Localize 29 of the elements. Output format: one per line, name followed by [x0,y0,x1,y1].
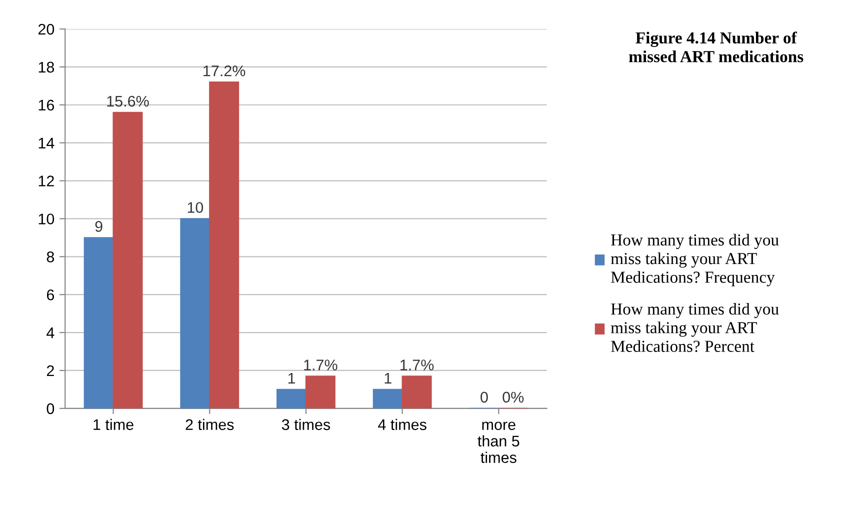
data-label: 0% [502,392,524,403]
data-label: 15.6% [107,96,149,107]
data-label: 1 [384,372,392,384]
data-label: 10 [188,202,204,213]
data-label: 1.7% [304,360,338,370]
data-label: 0 [480,392,488,403]
legend-label: How many times did you miss taking your ART Medications? Frequency [610,234,779,286]
y-tick-label: 6 [46,289,54,300]
data-label: 1 [288,372,296,384]
y-tick-label: 18 [38,62,54,73]
data-label: 9 [95,221,102,232]
y-tick-label: 14 [38,138,54,148]
y-tick-label: 2 [46,365,54,376]
x-tick-label: more than 5 times [478,422,520,463]
text: Figure 4.14 Number of missed ART medications [629,32,804,62]
y-tick-label: 20 [38,24,54,35]
y-tick-label: 0 [46,403,54,414]
y-tick-label: 16 [38,100,54,111]
y-tick-label: 12 [38,176,54,186]
x-tick-label: 4 times [378,418,426,430]
data-label: 1.7% [400,360,434,370]
x-tick-label: 3 times [282,418,330,430]
x-tick-label: 1 time [94,418,134,430]
y-tick-label: 10 [38,214,54,224]
data-label: 17.2% [204,65,246,76]
y-tick-label: 4 [46,328,54,338]
legend-label: How many times did you miss taking your ART Medications? Percent [610,302,779,352]
y-tick-label: 8 [46,252,54,262]
x-tick-label: 2 times [186,418,234,430]
